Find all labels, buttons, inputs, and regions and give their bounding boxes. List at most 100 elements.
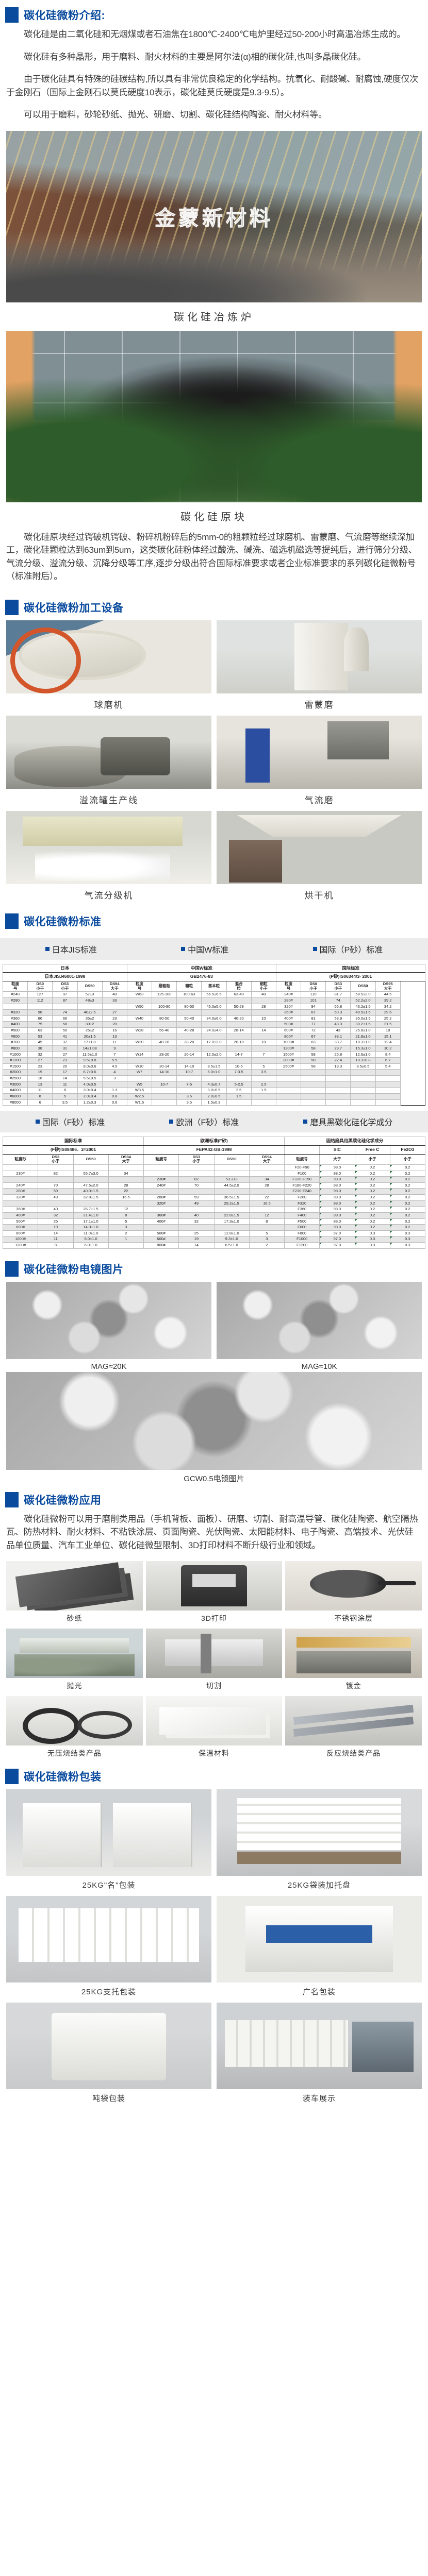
table-cell: 110 bbox=[301, 991, 326, 998]
table-cell: 98.0 bbox=[319, 1200, 355, 1207]
table-cell: 30±2 bbox=[77, 1021, 103, 1028]
table-cell: 1.5 bbox=[251, 1087, 276, 1094]
table-cell bbox=[213, 1170, 250, 1177]
packaging-grid: 25KG"名"包装 25KG袋装加托盘 25KG支托包装 广名包装 吨袋包装 装… bbox=[6, 1789, 422, 2108]
table-cell bbox=[126, 1021, 153, 1028]
table-cell: 6.7±0.6 bbox=[77, 1069, 103, 1076]
table-row: 360# 40 26.7±1.5 12 F360 98.0 0.2 0.2 bbox=[2, 1206, 426, 1213]
table-column-header: 细粒 小于 bbox=[251, 981, 276, 992]
table-cell: 0.2 bbox=[354, 1194, 390, 1201]
table-cell: 25 bbox=[178, 1230, 215, 1237]
table-cell: 1.3 bbox=[102, 1087, 127, 1094]
application-item-polishing: 抛光 bbox=[6, 1629, 143, 1694]
table-cell: 4 bbox=[102, 1069, 127, 1076]
table-row: #4000 11 8 3.0±0.4 1.3 W3.5 3.0±0.5 2.5 1.5 bbox=[2, 1087, 425, 1094]
table-cell bbox=[126, 1057, 153, 1064]
air-classifier-photo bbox=[6, 810, 211, 884]
table-cell: 7-3.5 bbox=[226, 1069, 252, 1076]
table-cell: 400# bbox=[2, 1212, 39, 1219]
table-cell bbox=[375, 1087, 401, 1094]
table-cell bbox=[275, 1087, 302, 1094]
standard-tag-label: 日本JIS标准 bbox=[52, 945, 97, 955]
table-column-header: 混合粒 bbox=[226, 981, 252, 992]
table-row: 500# 25 17.1±1.0 5 400# 32 17.3±1.0 8 F500 98.0 0.… bbox=[2, 1218, 426, 1225]
table-cell bbox=[249, 1224, 285, 1231]
packaging-caption: 装车展示 bbox=[302, 2094, 336, 2104]
table-cell bbox=[38, 1164, 74, 1171]
equipment-grid: 球磨机 雷蒙磨 溢流罐生产线 气流磨 气流分级机 烘干机 bbox=[6, 620, 422, 906]
table-cell: 3 bbox=[102, 1075, 127, 1082]
table-cell bbox=[152, 1009, 177, 1016]
table-cell: 0.2 bbox=[389, 1206, 426, 1213]
table-cell: F500 bbox=[284, 1218, 320, 1225]
heading-accent-square bbox=[5, 599, 19, 615]
table-cell: 56-40 bbox=[152, 1027, 177, 1034]
table-cell: 12.6±1.0 bbox=[350, 1051, 376, 1058]
table-cell: 40 bbox=[102, 991, 127, 998]
table-cell: 2.0±0.5 bbox=[201, 1093, 227, 1100]
table-cell: 21.4±1.0 bbox=[73, 1212, 109, 1219]
table-subgroup-header: (F砂)IS08486．2=2001 bbox=[3, 1145, 144, 1155]
table-cell bbox=[176, 1033, 202, 1040]
table-cell: 1.5 bbox=[226, 1093, 252, 1100]
section-title-equipment: 碳化硅微粉加工设备 bbox=[24, 602, 124, 614]
standards-table-1: 日本 中国W标准 国际标准 日本JIS.R6001-1998 GB2476-83 (P砂)… bbox=[2, 963, 426, 1106]
table-cell: 80-50 bbox=[152, 1015, 177, 1022]
table-cell: 97.0 bbox=[319, 1242, 355, 1249]
table-cell: #1200 bbox=[2, 1057, 28, 1064]
table-cell: 7 bbox=[251, 1051, 276, 1058]
table-row: 1200# 8 6.0±1.0 800# 14 6.5±1.0 2 F1200 97.0 0.3 0… bbox=[2, 1242, 426, 1249]
table-cell: 87 bbox=[301, 1009, 326, 1016]
jet-mill-photo bbox=[217, 715, 422, 789]
table-cell bbox=[301, 1075, 326, 1082]
standards-table-2: 国际标准 欧洲标准(F砂) 固结磨具用黑碳化硅化学成分 (F砂)IS08486．2=2… bbox=[2, 1137, 426, 1249]
table-cell: 3.5 bbox=[52, 1099, 78, 1106]
table-row: #700 45 37 17±1.8 11 W20 40-28 28-20 17.0±3.0 20-… bbox=[2, 1039, 425, 1046]
standard-tag-label: 国际（F砂）标准 bbox=[42, 1118, 105, 1128]
table-cell: 1.2±0.3 bbox=[77, 1099, 103, 1106]
table-cell bbox=[213, 1224, 250, 1231]
table-group-header: 中国W标准 bbox=[126, 963, 276, 973]
table-cell: 36.5±1.5 bbox=[213, 1194, 250, 1201]
bullet-square-icon bbox=[45, 946, 50, 951]
table-cell: F400 bbox=[284, 1212, 320, 1219]
table-cell bbox=[375, 1069, 401, 1076]
table-cell: 0.2 bbox=[354, 1176, 390, 1183]
table-cell: 0.2 bbox=[389, 1224, 426, 1231]
application-caption: 无压烧结类产品 bbox=[47, 1749, 102, 1758]
table-cell: 6 bbox=[27, 1099, 53, 1106]
table-cell bbox=[325, 1081, 351, 1088]
table-cell: 58.5±2.0 bbox=[350, 991, 376, 998]
table-cell: 27 bbox=[52, 1051, 78, 1058]
table-row: #1000 32 27 11.5±1.0 7 W14 28-20 20-14 12.0±2.0 1… bbox=[2, 1051, 425, 1058]
table-cell: 100-63 bbox=[176, 991, 202, 998]
standard-tag-label: 欧洲（F砂）标准 bbox=[176, 1118, 239, 1128]
table-cell bbox=[301, 1093, 326, 1100]
heading-accent-square bbox=[5, 7, 19, 23]
table-cell bbox=[350, 1087, 376, 1094]
table-cell: 32 bbox=[38, 1212, 74, 1219]
table-cell: 280# bbox=[2, 1188, 39, 1195]
table-cell bbox=[251, 1009, 276, 1016]
table-cell: 50-28 bbox=[226, 1003, 252, 1010]
table-cell: 70 bbox=[178, 1182, 215, 1189]
table-cell: 0.2 bbox=[354, 1224, 390, 1231]
table-cell bbox=[152, 1033, 177, 1040]
table-group-header: 国际标准 bbox=[275, 963, 426, 973]
table-column-header: DS0 小于 bbox=[27, 981, 53, 992]
table-cell: 98.0 bbox=[319, 1194, 355, 1201]
table-column-header: 粒度砂 bbox=[2, 1154, 39, 1165]
table-cell: 17±1.8 bbox=[77, 1039, 103, 1046]
table-cell: #4000 bbox=[2, 1087, 28, 1094]
insulation-photo bbox=[145, 1696, 283, 1746]
table-cell: 240# bbox=[2, 1182, 39, 1189]
table-cell bbox=[178, 1206, 215, 1213]
table-cell: 800# bbox=[2, 1230, 39, 1237]
packaging-item-ton-bag: 吨袋包装 bbox=[6, 2003, 211, 2108]
table-cell bbox=[249, 1206, 285, 1213]
table-cell: #2500 bbox=[2, 1075, 28, 1082]
table-cell: W10 bbox=[126, 1063, 153, 1070]
table-cell bbox=[226, 1057, 252, 1064]
table-column-header: DS94 大于 bbox=[108, 1154, 144, 1165]
table-cell: 98.0 bbox=[319, 1224, 355, 1231]
